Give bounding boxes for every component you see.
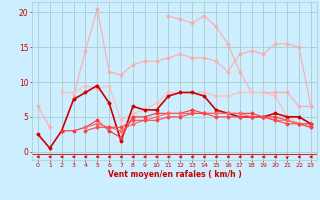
X-axis label: Vent moyen/en rafales ( km/h ): Vent moyen/en rafales ( km/h ) [108, 170, 241, 179]
